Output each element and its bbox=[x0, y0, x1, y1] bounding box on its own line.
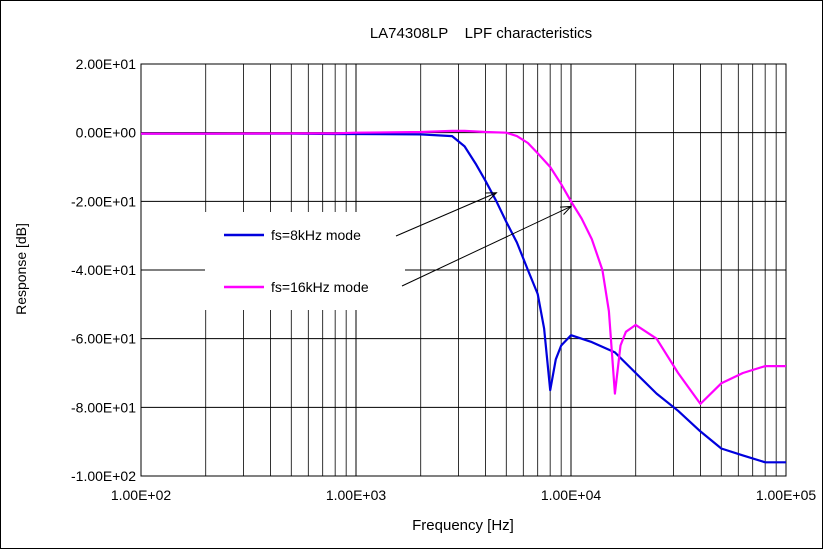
plot-border bbox=[140, 63, 787, 477]
legend-box bbox=[205, 212, 405, 310]
y-tick-label: 2.00E+01 bbox=[76, 56, 137, 72]
y-tick-label: 0.00E+00 bbox=[76, 125, 137, 141]
annotation-arrowhead-2 bbox=[559, 205, 573, 215]
x-tick-label: 1.00E+02 bbox=[111, 487, 172, 503]
y-tick-label: -4.00E+01 bbox=[71, 262, 136, 278]
x-tick-label: 1.00E+03 bbox=[326, 487, 387, 503]
series-line-1 bbox=[141, 132, 786, 464]
legend-label-2: fs=16kHz mode bbox=[271, 279, 369, 295]
annotation-arrow-1 bbox=[395, 192, 497, 237]
annotation-arrow-2 bbox=[401, 206, 572, 287]
x-tick-label: 1.00E+05 bbox=[756, 487, 817, 503]
legend-label-1: fs=8kHz mode bbox=[271, 227, 361, 243]
y-axis-label: Response [dB] bbox=[13, 223, 29, 315]
x-axis-label: Frequency [Hz] bbox=[412, 517, 514, 534]
y-tick-label: -2.00E+01 bbox=[71, 193, 136, 209]
y-tick-label: -6.00E+01 bbox=[71, 331, 136, 347]
y-tick-label: -1.00E+02 bbox=[71, 468, 136, 484]
chart-title: LA74308LP LPF characteristics bbox=[370, 25, 592, 42]
series-line-2 bbox=[141, 129, 786, 405]
annotation-arrowhead-1 bbox=[485, 192, 498, 201]
x-tick-label: 1.00E+04 bbox=[541, 487, 602, 503]
y-tick-label: -8.00E+01 bbox=[71, 399, 136, 415]
